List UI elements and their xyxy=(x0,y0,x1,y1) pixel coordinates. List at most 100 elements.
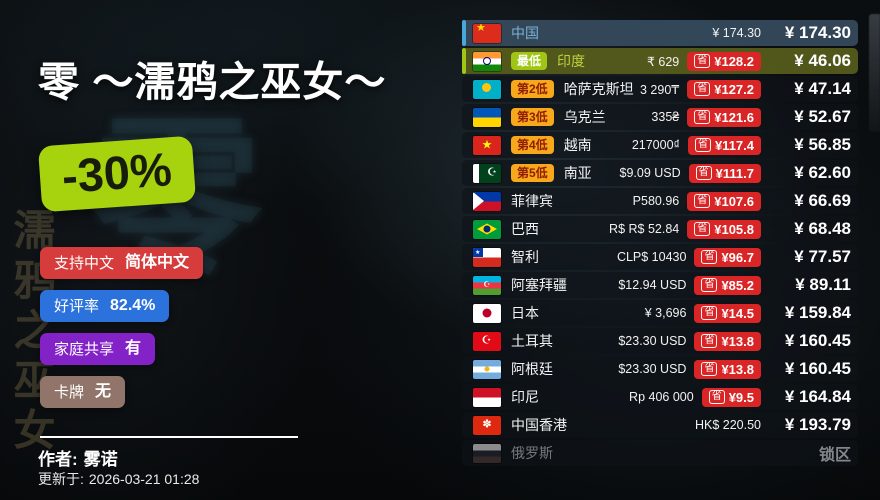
price-row-jp[interactable]: 日本 ¥ 3,696 省 ¥14.5 ¥ 159.84 xyxy=(462,300,858,326)
updated-label: 更新于: xyxy=(38,471,84,487)
price-row-in[interactable]: 最低 印度 ₹ 629 省 ¥128.2 ¥ 46.06 xyxy=(462,48,858,74)
savings-amount: ¥111.7 xyxy=(715,165,754,181)
country-name: 俄罗斯 xyxy=(511,445,553,461)
local-price: Rp 406 000 xyxy=(629,390,694,404)
background-edge-strip xyxy=(869,14,880,132)
updated-timestamp: 2026-03-21 01:28 xyxy=(88,471,200,487)
local-price: $12.94 USD xyxy=(618,278,687,292)
local-price: $9.09 USD xyxy=(619,166,681,180)
final-price-cny: ¥ 56.85 xyxy=(794,135,851,154)
country-name: 菲律宾 xyxy=(511,193,553,209)
final-price-cny: ¥ 160.45 xyxy=(784,331,851,350)
jp-flag-icon xyxy=(473,303,501,323)
price-row-id[interactable]: 印尼 Rp 406 000 省 ¥9.5 ¥ 164.84 xyxy=(462,384,858,410)
savings-amount: ¥117.4 xyxy=(714,137,754,153)
ar-flag-icon xyxy=(473,359,501,379)
country-name: 越南 xyxy=(563,137,592,153)
ru-flag-icon xyxy=(473,443,501,463)
tag-label: 支持中文 xyxy=(54,254,115,272)
local-price: P580.96 xyxy=(632,194,680,208)
savings-prefix: 省 xyxy=(694,222,711,236)
savings-amount: ¥107.6 xyxy=(714,193,754,209)
price-row-br[interactable]: 巴西 R$ R$ 52.84 省 ¥105.8 ¥ 68.48 xyxy=(462,216,858,242)
savings-badge: 省 ¥13.8 xyxy=(694,331,761,351)
local-price: 335₴ xyxy=(651,110,680,124)
author-name: 雾诺 xyxy=(83,450,118,469)
id-flag-icon xyxy=(473,387,501,407)
tag-family-sharing: 家庭共享 有 xyxy=(40,333,156,365)
savings-prefix: 省 xyxy=(694,82,711,96)
row-accent-bar xyxy=(462,20,466,46)
final-price-cny: ¥ 52.67 xyxy=(794,107,851,126)
hk-flag-icon xyxy=(473,415,501,435)
savings-amount: ¥13.8 xyxy=(721,333,754,349)
price-row-cn[interactable]: 中国 ¥ 174.30 ¥ 174.30 xyxy=(462,20,858,46)
price-row-ph[interactable]: 菲律宾 P580.96 省 ¥107.6 ¥ 66.69 xyxy=(462,188,858,214)
savings-amount: ¥13.8 xyxy=(721,361,754,377)
final-price-cny: ¥ 62.60 xyxy=(794,163,851,182)
savings-badge: 省 ¥111.7 xyxy=(688,163,761,183)
local-price: 3 290₸ xyxy=(640,82,680,97)
az-flag-icon xyxy=(473,275,501,295)
final-price-cny: ¥ 77.57 xyxy=(794,247,851,266)
pk-flag-icon xyxy=(473,163,501,183)
divider xyxy=(40,436,298,438)
country-name: 印尼 xyxy=(511,389,539,405)
discount-badge: -30% xyxy=(37,135,196,213)
country-name: 印度 xyxy=(557,53,586,69)
savings-prefix: 省 xyxy=(701,250,718,264)
savings-amount: ¥14.5 xyxy=(721,305,754,321)
savings-amount: ¥121.6 xyxy=(714,109,754,125)
cl-flag-icon xyxy=(473,247,501,267)
tag-trading-cards: 卡牌 无 xyxy=(40,376,126,408)
country-name: 智利 xyxy=(511,249,539,265)
country-name: 中国 xyxy=(511,25,539,41)
final-price-cny: ¥ 160.45 xyxy=(784,359,851,378)
price-row-kz[interactable]: 第2低 哈萨克斯坦 3 290₸ 省 ¥127.2 ¥ 47.14 xyxy=(462,76,858,102)
tag-list: 支持中文 简体中文 好评率 82.4% 家庭共享 有 卡牌 无 xyxy=(40,247,204,408)
savings-prefix: 省 xyxy=(701,278,718,292)
savings-amount: ¥96.7 xyxy=(721,249,754,265)
savings-prefix: 省 xyxy=(694,54,711,68)
price-row-ar[interactable]: 阿根廷 $23.30 USD 省 ¥13.8 ¥ 160.45 xyxy=(462,356,858,382)
savings-badge: 省 ¥96.7 xyxy=(694,247,761,267)
local-price: HK$ 220.50 xyxy=(694,418,761,432)
tag-chinese-support: 支持中文 简体中文 xyxy=(40,247,204,279)
region-locked-label: 锁区 xyxy=(818,447,851,464)
final-price-cny: ¥ 159.84 xyxy=(784,303,851,322)
country-name: 中国香港 xyxy=(511,417,567,433)
final-price-cny: ¥ 66.69 xyxy=(794,191,851,210)
savings-badge: 省 ¥105.8 xyxy=(687,219,761,239)
tag-label: 好评率 xyxy=(54,297,100,315)
country-name: 阿塞拜疆 xyxy=(511,277,567,293)
row-accent-bar xyxy=(462,48,466,74)
br-flag-icon xyxy=(473,219,501,239)
savings-prefix: 省 xyxy=(701,334,718,348)
country-name: 哈萨克斯坦 xyxy=(563,81,634,97)
savings-badge: 省 ¥13.8 xyxy=(694,359,761,379)
local-price: 217000₫ xyxy=(631,138,680,152)
price-row-ua[interactable]: 第3低 乌克兰 335₴ 省 ¥121.6 ¥ 52.67 xyxy=(462,104,858,130)
local-price: $23.30 USD xyxy=(618,334,687,348)
country-name: 阿根廷 xyxy=(511,361,553,377)
country-name: 土耳其 xyxy=(511,333,553,349)
savings-badge: 省 ¥14.5 xyxy=(694,303,761,323)
local-price: ¥ 3,696 xyxy=(644,306,687,320)
price-row-az[interactable]: 阿塞拜疆 $12.94 USD 省¥85.2 ¥ 89.11 xyxy=(462,272,858,298)
tag-rating: 好评率 82.4% xyxy=(40,290,170,322)
price-row-tr[interactable]: 土耳其 $23.30 USD 省¥13.8 ¥ 160.45 xyxy=(462,328,858,354)
rank-badge: 第3低 xyxy=(511,108,554,126)
country-name: 日本 xyxy=(511,305,539,321)
vn-flag-icon xyxy=(473,135,501,155)
price-row-ru[interactable]: 俄罗斯 锁区 xyxy=(462,440,858,466)
savings-prefix: 省 xyxy=(701,362,718,376)
savings-amount: ¥128.2 xyxy=(714,53,754,69)
in-flag-icon xyxy=(473,51,501,71)
price-row-hk[interactable]: 中国香港 HK$ 220.50 ¥ 193.79 xyxy=(462,412,858,438)
country-name: 巴西 xyxy=(511,221,539,237)
price-row-cl[interactable]: 智利 CLP$ 10430 省¥96.7 ¥ 77.57 xyxy=(462,244,858,270)
savings-amount: ¥9.5 xyxy=(728,389,754,405)
